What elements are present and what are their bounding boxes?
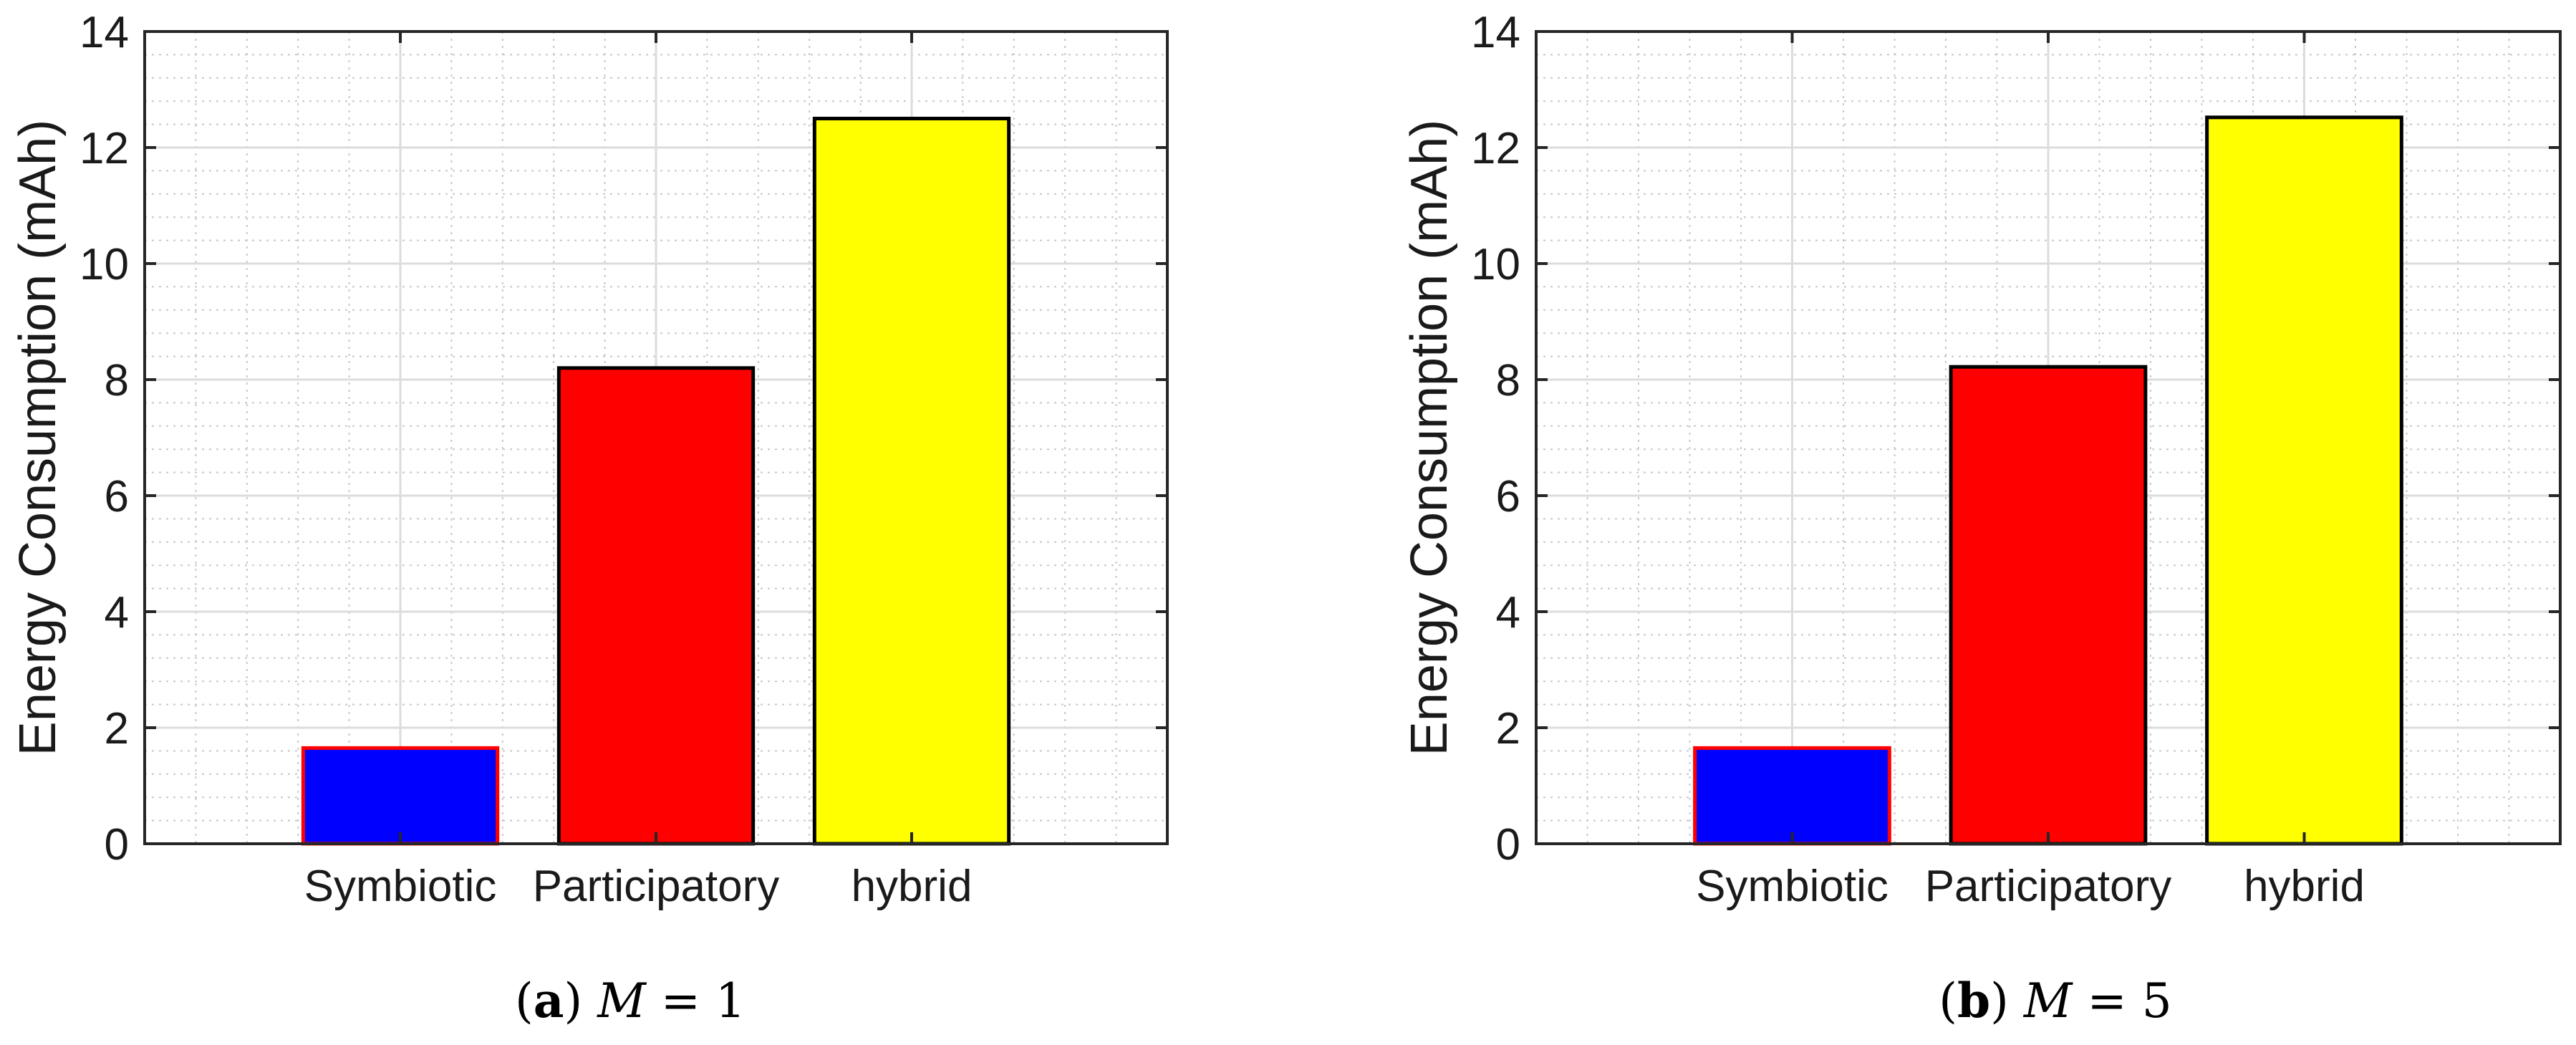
y-tick-label: 8 — [105, 356, 129, 405]
caption-part: M — [2023, 973, 2073, 1029]
x-tick-label: hybrid — [2244, 862, 2365, 911]
caption-part: b — [1957, 973, 1990, 1029]
y-tick-label: 0 — [105, 820, 129, 870]
x-tick-label: hybrid — [852, 862, 973, 911]
y-tick-label: 6 — [1496, 472, 1520, 521]
y-axis-label: Energy Consumption (mAh) — [9, 120, 67, 756]
y-tick-label: 14 — [1471, 8, 1520, 57]
bar-participatory — [556, 366, 756, 846]
caption-part: a — [534, 973, 564, 1029]
x-tick-label: Symbiotic — [1696, 862, 1888, 911]
y-tick-label: 10 — [79, 240, 129, 289]
y-tick-label: 12 — [79, 124, 129, 173]
x-tick-label: Participatory — [533, 862, 780, 911]
y-tick-label: 14 — [79, 8, 129, 57]
panel-caption: (b) M = 5 — [1939, 973, 2172, 1029]
y-tick-label: 10 — [1471, 240, 1520, 289]
caption-part: = 5 — [2072, 973, 2171, 1029]
bar-participatory — [1949, 365, 2148, 846]
bar-hybrid — [2205, 115, 2403, 846]
caption-part: = 1 — [646, 973, 746, 1029]
caption-part: M — [597, 973, 647, 1029]
panel-caption: (a) M = 1 — [515, 973, 746, 1029]
y-tick-label: 8 — [1496, 356, 1520, 405]
y-tick-label: 4 — [1496, 588, 1520, 637]
x-tick-label: Participatory — [1925, 862, 2172, 911]
y-tick-label: 12 — [1471, 124, 1520, 173]
y-tick-label: 4 — [105, 588, 129, 637]
caption-part: ) — [1990, 973, 2024, 1029]
y-axis-label: Energy Consumption (mAh) — [1401, 120, 1458, 756]
x-tick-label: Symbiotic — [304, 862, 497, 911]
bar-symbiotic — [301, 746, 500, 846]
y-tick-label: 2 — [105, 704, 129, 753]
bar-symbiotic — [1693, 746, 1891, 846]
caption-part: ) — [564, 973, 597, 1029]
y-tick-label: 2 — [1496, 704, 1520, 753]
y-tick-label: 0 — [1496, 820, 1520, 870]
caption-part: ( — [1939, 973, 1957, 1029]
y-tick-label: 6 — [105, 472, 129, 521]
chart-panel-b: 0 2 4 6 8 10 12 14 Symbiotic Participatory hybrid E… — [1401, 8, 2562, 1029]
caption-part: ( — [515, 973, 534, 1029]
chart-panel-a: 0 2 4 6 8 10 12 14 Symbiotic Participatory hybrid E… — [9, 8, 1169, 1029]
bar-hybrid — [812, 117, 1011, 846]
